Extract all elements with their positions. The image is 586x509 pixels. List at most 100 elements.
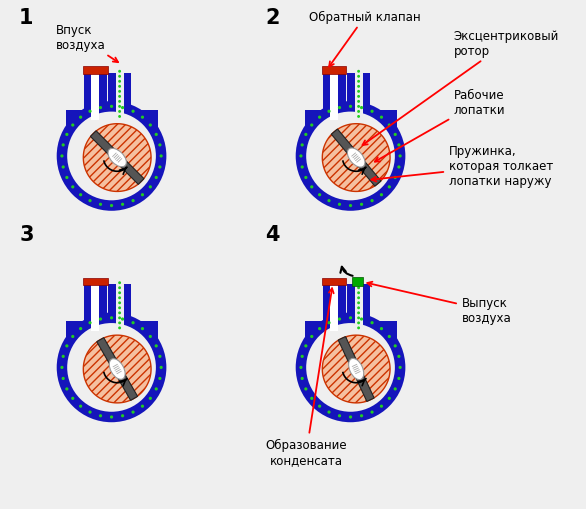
Circle shape [118,106,121,108]
Circle shape [158,166,162,169]
Circle shape [357,91,360,94]
Circle shape [328,200,331,203]
FancyBboxPatch shape [322,67,346,74]
Circle shape [79,405,82,408]
Circle shape [65,133,69,137]
Circle shape [110,205,113,208]
Circle shape [357,106,360,108]
Circle shape [159,366,163,370]
Polygon shape [115,281,124,331]
Circle shape [380,405,383,408]
Circle shape [370,200,374,203]
Circle shape [110,317,113,320]
Circle shape [62,355,65,358]
Circle shape [380,194,383,197]
Circle shape [79,327,82,330]
Circle shape [318,117,321,120]
Circle shape [57,102,166,211]
Circle shape [141,194,144,197]
Circle shape [299,155,302,158]
Polygon shape [347,74,370,119]
Circle shape [118,307,121,309]
Circle shape [118,101,121,104]
Polygon shape [66,111,158,128]
Polygon shape [347,285,370,330]
Circle shape [118,297,121,300]
Circle shape [71,335,74,338]
Circle shape [394,133,397,137]
Circle shape [304,345,308,348]
Circle shape [301,377,304,380]
Circle shape [131,411,135,414]
Circle shape [357,76,360,78]
Circle shape [318,405,321,408]
Circle shape [155,133,158,137]
Polygon shape [97,338,138,401]
Polygon shape [305,322,397,340]
Ellipse shape [347,149,365,168]
Circle shape [118,312,121,315]
Circle shape [60,155,63,158]
FancyBboxPatch shape [322,278,346,286]
Circle shape [296,313,406,422]
Circle shape [357,287,360,290]
Circle shape [99,107,102,110]
Circle shape [88,200,91,203]
Polygon shape [91,281,100,331]
Circle shape [121,203,124,207]
Circle shape [357,96,360,99]
Circle shape [121,318,124,321]
Circle shape [79,194,82,197]
Polygon shape [108,285,131,330]
Circle shape [397,355,400,358]
Circle shape [79,117,82,120]
Circle shape [118,81,121,83]
Circle shape [155,387,158,391]
Circle shape [155,345,158,348]
Polygon shape [305,111,397,128]
Polygon shape [322,335,390,403]
Circle shape [301,355,304,358]
Text: Эксцентриковый
ротор: Эксцентриковый ротор [363,30,559,146]
Circle shape [304,177,308,180]
Circle shape [304,133,308,137]
Text: 3: 3 [19,224,33,244]
Circle shape [397,377,400,380]
Circle shape [394,387,397,391]
Circle shape [360,203,363,207]
Circle shape [118,287,121,290]
Circle shape [60,366,63,370]
Text: Впуск
воздуха: Впуск воздуха [56,24,118,63]
Circle shape [118,302,121,305]
Circle shape [357,317,360,320]
Circle shape [62,166,65,169]
Circle shape [57,313,166,422]
Circle shape [338,107,341,110]
Circle shape [118,116,121,119]
Circle shape [357,307,360,309]
Circle shape [71,186,74,189]
Circle shape [318,327,321,330]
Circle shape [370,411,374,414]
Circle shape [155,177,158,180]
Circle shape [306,323,395,412]
Circle shape [360,318,363,321]
Circle shape [357,297,360,300]
Circle shape [349,205,352,208]
Circle shape [388,335,391,338]
Circle shape [328,110,331,114]
Circle shape [131,200,135,203]
Circle shape [62,144,65,147]
Circle shape [310,186,314,189]
Circle shape [65,177,69,180]
Text: 1: 1 [19,8,33,28]
Polygon shape [66,322,158,340]
Circle shape [304,387,308,391]
Text: Обратный клапан: Обратный клапан [309,10,421,67]
Circle shape [318,194,321,197]
Circle shape [110,105,113,109]
Ellipse shape [349,359,364,380]
Circle shape [99,414,102,417]
Circle shape [357,312,360,315]
Polygon shape [331,70,339,121]
